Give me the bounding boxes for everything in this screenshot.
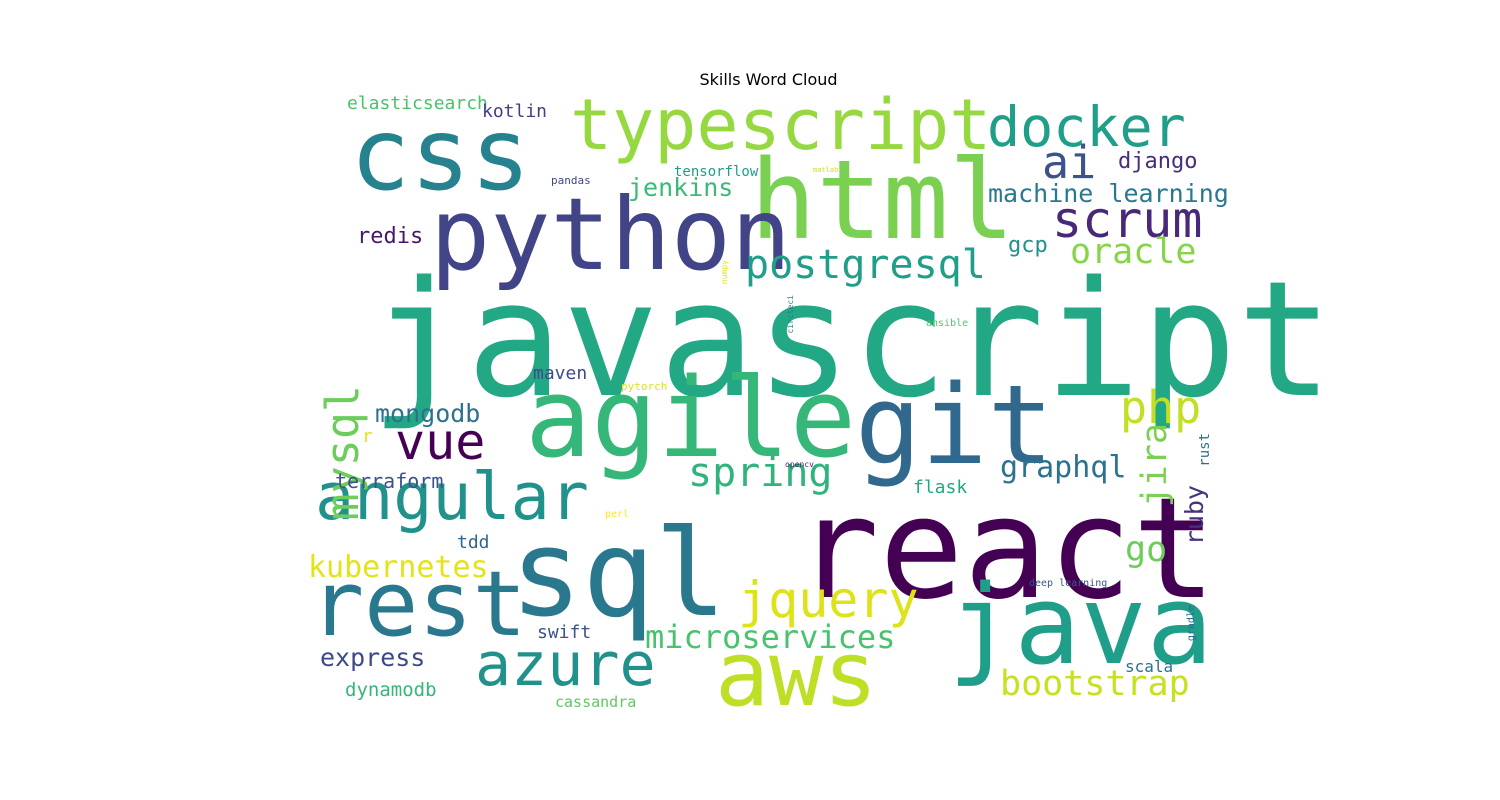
word-flask: flask: [913, 477, 968, 498]
word-rest: rest: [310, 552, 527, 657]
word-gradle: gradle: [1186, 605, 1197, 642]
word-bootstrap: bootstrap: [1000, 664, 1190, 704]
word-dynamodb: dynamodb: [345, 679, 437, 701]
word-git: git: [855, 361, 1054, 489]
word-typescript: typescript: [570, 84, 992, 166]
word-tensorflow: tensorflow: [674, 164, 759, 180]
chart-title: Skills Word Cloud: [699, 70, 838, 89]
word-express: express: [320, 643, 426, 672]
word-cloud: javascript react sql agile git java html…: [300, 90, 1333, 727]
word-sql: sql: [510, 505, 727, 644]
word-opencv: opencv: [785, 460, 814, 469]
word-rust: rust: [1197, 433, 1213, 467]
word-css: css: [350, 96, 531, 213]
word-angular: angular: [315, 460, 589, 535]
word-ansible: ansible: [926, 318, 969, 329]
word-elasticsearch: elasticsearch: [347, 93, 488, 114]
word-deep-learning: deep learning: [1029, 578, 1108, 589]
word-graphql: graphql: [1000, 450, 1127, 485]
word-machine-learning: machine learning: [988, 179, 1229, 208]
word-python: python: [430, 176, 792, 293]
word-terraform: terraform: [335, 469, 444, 493]
word-aws: aws: [715, 622, 878, 727]
word-mysql: mysql: [316, 385, 369, 521]
word-django: django: [1118, 149, 1198, 174]
word-circleci: circleci: [786, 295, 795, 334]
word-jquery: jquery: [738, 571, 919, 629]
word-docker: docker: [987, 95, 1186, 159]
word-matlab: matlab: [813, 166, 839, 174]
word-spring: spring: [688, 450, 833, 496]
word-gcp: gcp: [1008, 233, 1048, 258]
word-scala: scala: [1125, 657, 1174, 676]
word-go: go: [1125, 530, 1168, 570]
word-numpy: numpy: [720, 260, 729, 285]
word-java: java: [948, 561, 1213, 689]
word-jenkins: jenkins: [628, 173, 734, 202]
word-agile: agile: [525, 354, 857, 482]
word-maven: maven: [533, 363, 588, 384]
word-scrum: scrum: [1052, 191, 1203, 249]
word-html: html: [750, 136, 1015, 264]
word-postgresql: postgresql: [745, 242, 986, 288]
word-tdd: tdd: [457, 532, 490, 553]
word-react: react: [795, 468, 1217, 631]
word-swift: swift: [537, 622, 592, 643]
word-azure: azure: [475, 630, 656, 700]
word-javascript: javascript: [370, 246, 1334, 433]
word-kotlin: kotlin: [482, 101, 548, 122]
word-php: php: [1120, 381, 1202, 434]
word-r: r: [362, 426, 373, 447]
word-mongodb: mongodb: [375, 399, 481, 428]
word-vue: vue: [395, 413, 486, 471]
word-ruby: ruby: [1180, 485, 1209, 546]
word-microservices: microservices: [645, 618, 896, 656]
word-redis: redis: [357, 224, 424, 249]
word-perl: perl: [605, 509, 630, 520]
word-jira: jira: [1135, 423, 1175, 508]
word-ai: ai: [1042, 136, 1097, 189]
word-kubernetes: kubernetes: [308, 550, 489, 585]
word-oracle: oracle: [1070, 232, 1197, 272]
word-pytorch: pytorch: [621, 380, 668, 393]
word-pandas: pandas: [551, 174, 591, 187]
word-cassandra: cassandra: [555, 693, 637, 711]
